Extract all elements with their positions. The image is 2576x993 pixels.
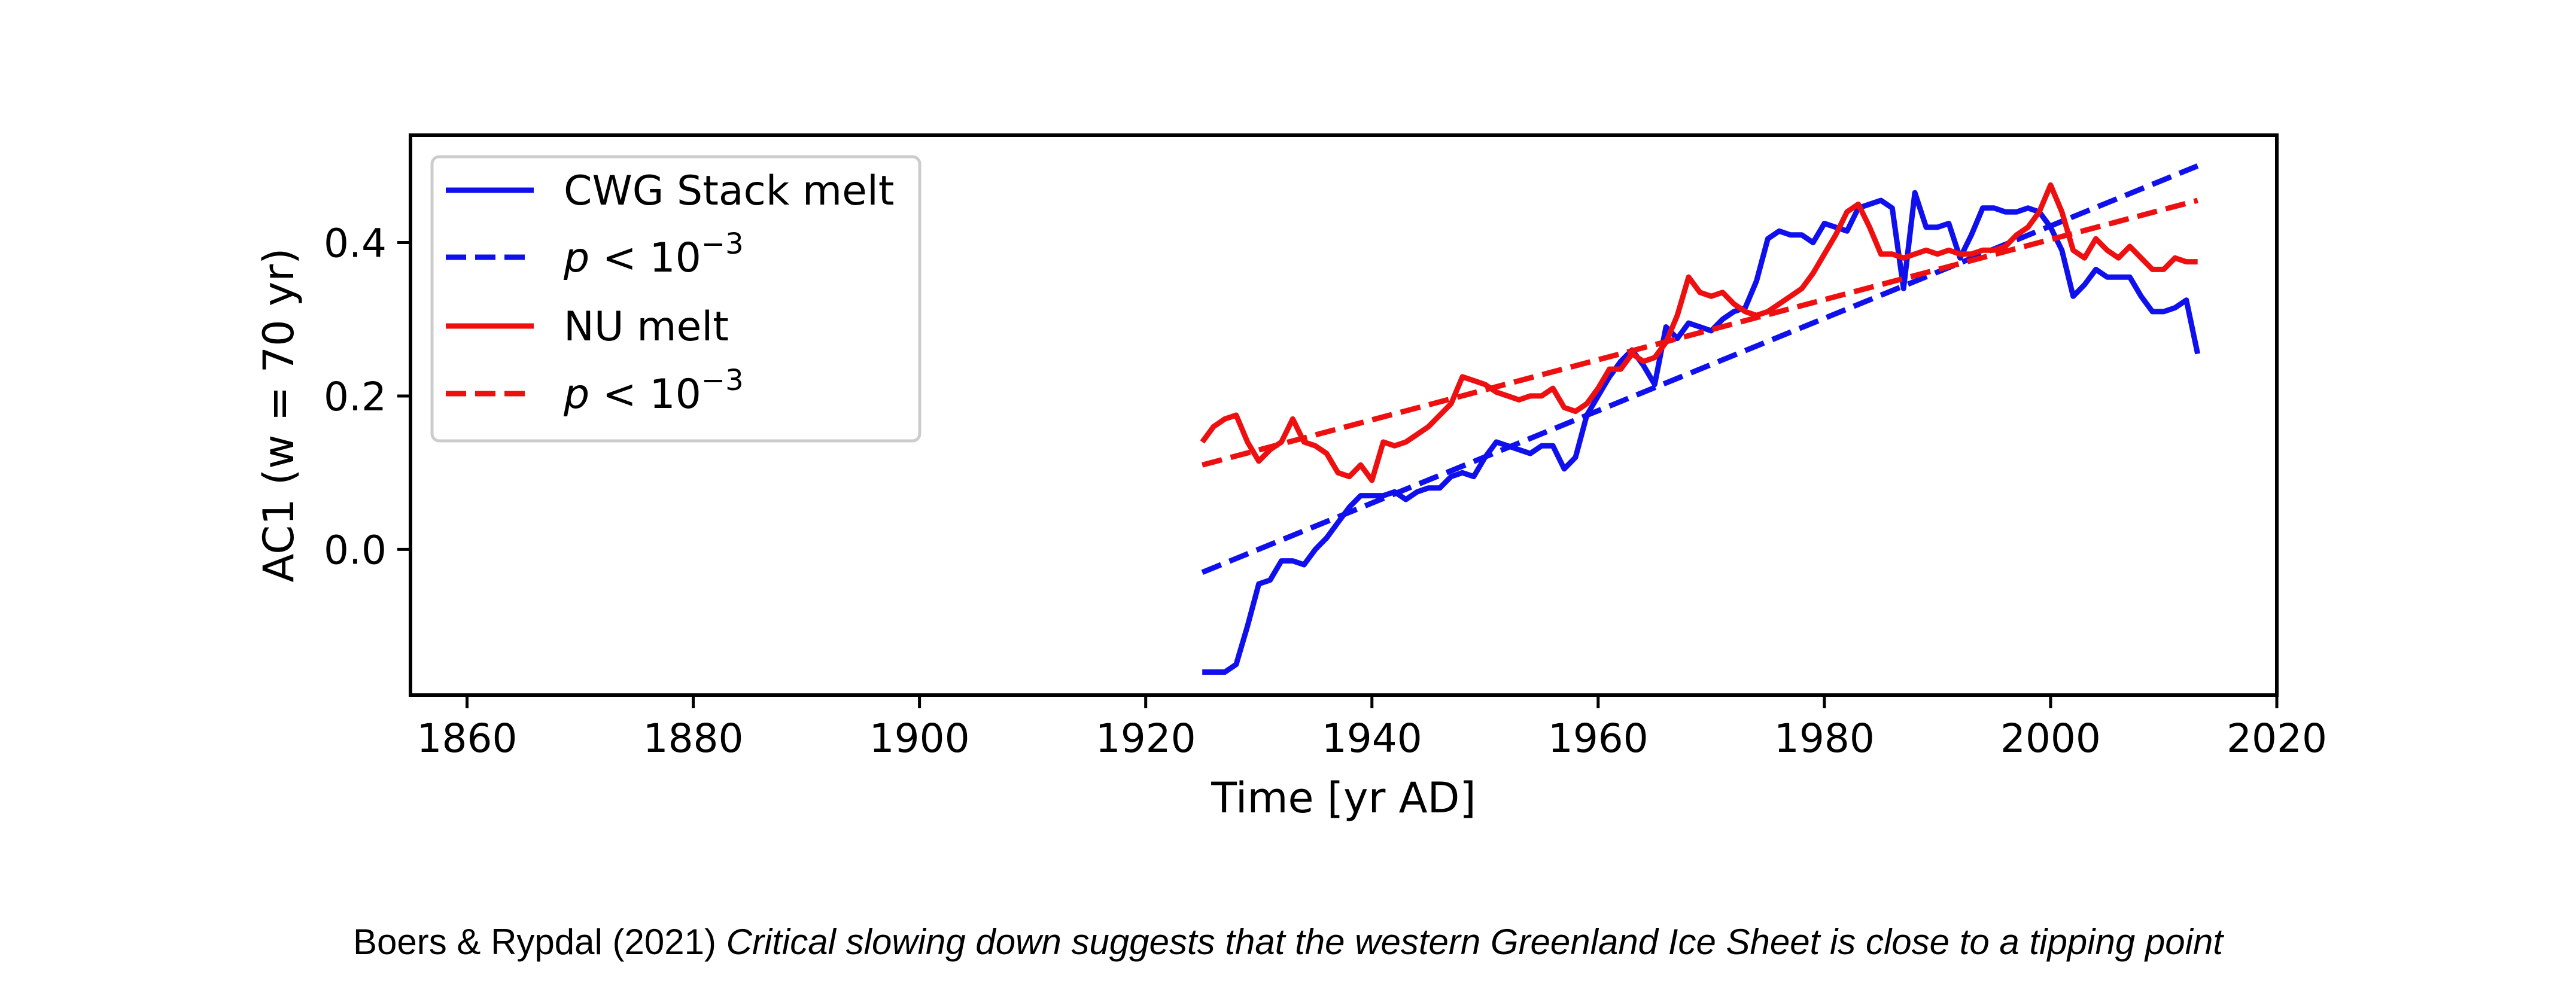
x-tick-label: 1880: [643, 715, 744, 761]
x-tick-label: 1920: [1096, 715, 1196, 761]
x-tick-label: 2020: [2227, 715, 2327, 761]
caption-authors: Boers & Rypdal (2021): [352, 922, 716, 962]
x-tick-label: 1860: [417, 715, 518, 761]
x-tick-label: 1900: [869, 715, 970, 761]
legend-box: [430, 155, 921, 443]
series-line-3: [1202, 197, 2198, 468]
y-tick-label: 0.0: [324, 527, 387, 573]
x-tick-label: 1940: [1322, 715, 1422, 761]
x-tick-label: 1980: [1774, 715, 1875, 761]
legend-label: CWG Stack melt: [564, 167, 895, 215]
axes-frame: [409, 133, 2279, 697]
series-line-1: [1201, 163, 2199, 575]
plot-layer: 1860 1880 1900 1920 1940 1960 1980 2000 2020 0.0 0…: [254, 133, 2327, 823]
legend-label: NU melt: [564, 303, 729, 351]
figure-caption: Boers & Rypdal (2021) Critical slowing d…: [0, 921, 2576, 962]
series-line-0: [1202, 190, 2201, 675]
legend-label: p < 10−3: [563, 227, 744, 282]
x-tick-label: 1960: [1548, 715, 1649, 761]
y-tick-label: 0.4: [324, 221, 387, 267]
series-line-2: [1200, 182, 2198, 483]
x-axis-label: Time [yr AD]: [1211, 773, 1476, 823]
x-tick-label: 2000: [2000, 715, 2101, 761]
y-axis-label: AC1 (w = 70 yr): [254, 248, 303, 583]
legend-label: p < 10−3: [563, 364, 744, 418]
caption-title: Critical slowing down suggests that the …: [726, 922, 2224, 962]
y-tick-label: 0.2: [324, 374, 387, 420]
